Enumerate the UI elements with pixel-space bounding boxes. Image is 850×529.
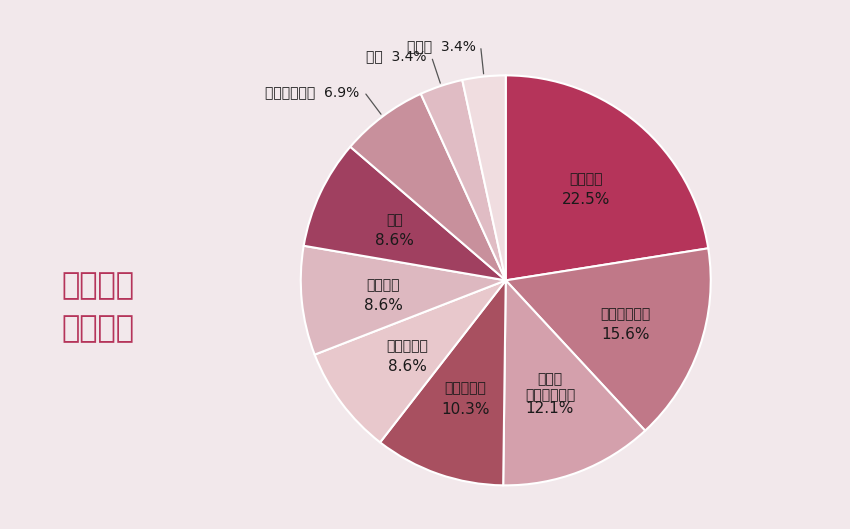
Text: 8.6%: 8.6% [375, 233, 414, 249]
Text: 教育・公務: 教育・公務 [445, 381, 486, 396]
Wedge shape [314, 280, 506, 442]
Text: 卸・小売: 卸・小売 [569, 172, 603, 186]
Text: その他  3.4%: その他 3.4% [407, 39, 476, 53]
Wedge shape [301, 246, 506, 354]
Text: 航空・運輸: 航空・運輸 [386, 339, 428, 353]
Wedge shape [462, 75, 506, 280]
Wedge shape [421, 80, 506, 280]
Text: 15.6%: 15.6% [602, 327, 650, 342]
Wedge shape [506, 75, 708, 280]
Wedge shape [350, 94, 506, 280]
Wedge shape [506, 248, 711, 431]
Text: 12.1%: 12.1% [526, 400, 574, 416]
Text: 8.6%: 8.6% [388, 359, 427, 375]
Text: 製造  3.4%: 製造 3.4% [366, 50, 427, 63]
Wedge shape [303, 147, 506, 280]
Text: 22.5%: 22.5% [562, 193, 609, 207]
Text: 10.3%: 10.3% [441, 402, 490, 417]
Text: 8.6%: 8.6% [364, 298, 403, 313]
Text: 進学: 進学 [386, 213, 403, 227]
Wedge shape [503, 280, 645, 486]
Text: 進路先の
主な業種: 進路先の 主な業種 [61, 271, 134, 343]
Text: サービス一般: サービス一般 [601, 307, 651, 321]
Text: 建設・不動産  6.9%: 建設・不動産 6.9% [265, 85, 360, 99]
Text: ホテル
飲食サービス: ホテル 飲食サービス [524, 372, 575, 402]
Text: 情報通信: 情報通信 [366, 278, 400, 291]
Wedge shape [380, 280, 506, 485]
